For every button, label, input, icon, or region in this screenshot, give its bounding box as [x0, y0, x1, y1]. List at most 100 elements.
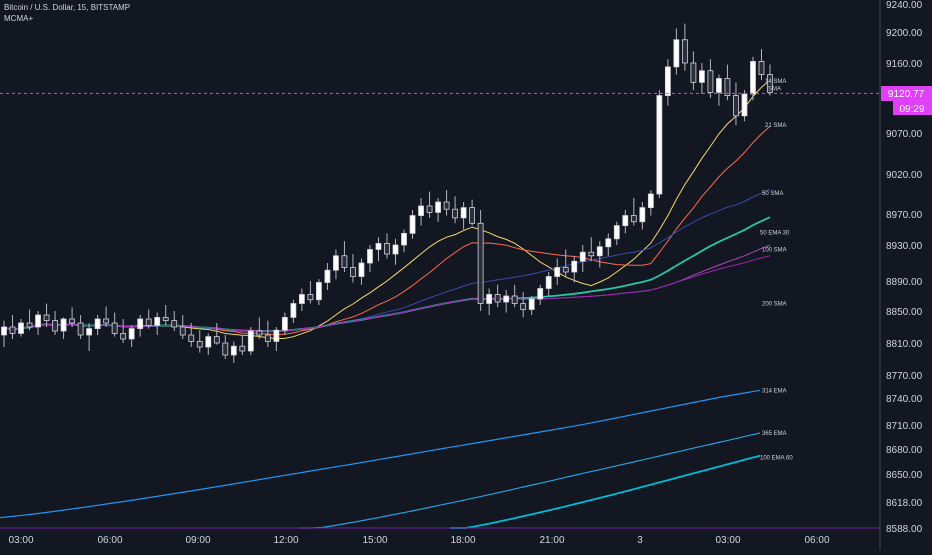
candle-down	[767, 74, 773, 93]
ma-label: 50 EMA 30	[760, 231, 790, 237]
candle-up	[716, 78, 722, 93]
price-tick-label: 8710.00	[886, 421, 923, 432]
candle-up	[298, 294, 305, 304]
candle-down	[494, 294, 501, 303]
candle-up	[596, 246, 603, 257]
time-tick-label: 09:00	[185, 535, 210, 546]
time-tick-label: 18:00	[450, 535, 475, 546]
candle-up	[316, 282, 322, 301]
candle-down	[350, 267, 356, 277]
candle-up	[571, 260, 578, 273]
candle-up	[622, 215, 629, 227]
candle-up	[528, 298, 535, 310]
candle-down	[239, 345, 246, 352]
candle-up	[392, 244, 399, 255]
price-tick-label: 8890.00	[886, 277, 923, 288]
price-tick-label: 8810.00	[886, 339, 923, 350]
candle-up	[375, 243, 382, 250]
ma-label: 365 EMA	[762, 431, 787, 437]
candle-up	[1, 326, 7, 336]
candle-down	[724, 78, 731, 96]
price-tick-label: 8850.00	[886, 307, 923, 318]
candle-down	[52, 320, 58, 332]
candle-down	[452, 208, 458, 219]
ema-365-line	[300, 432, 761, 529]
candle-down	[469, 207, 476, 224]
ma-label: 314 EMA	[762, 388, 787, 394]
time-tick-label: 06:00	[97, 535, 122, 546]
countdown-badge	[893, 101, 932, 115]
ma-label: 50 SMA	[762, 191, 783, 197]
candle-up	[35, 314, 41, 328]
candle-down	[103, 318, 110, 324]
ma-label: 100 SMA	[762, 248, 787, 254]
candle-up	[247, 330, 254, 352]
candle-up	[503, 295, 510, 303]
price-tick-label: 9070.00	[886, 129, 923, 140]
candle-up	[545, 276, 552, 289]
time-tick-label: 21:00	[539, 535, 564, 546]
candle-down	[120, 332, 127, 340]
candle-down	[162, 316, 169, 321]
candle-up	[137, 318, 144, 330]
ema-314-line	[0, 389, 761, 519]
candle-up	[554, 267, 561, 277]
candle-up	[673, 39, 680, 68]
candle-down	[681, 39, 688, 64]
ma-label: 14 SMA	[765, 79, 786, 85]
candle-down	[588, 251, 595, 257]
candle-up	[154, 316, 161, 326]
indicator-title: MCMA+	[4, 14, 34, 23]
candle-down	[690, 62, 697, 83]
price-tick-label: 8930.00	[886, 241, 923, 252]
candle-up	[367, 249, 373, 264]
price-tick-label: 8770.00	[886, 371, 923, 382]
candle-up	[741, 93, 748, 117]
candle-down	[630, 215, 637, 223]
candle-down	[443, 201, 450, 210]
candle-up	[579, 251, 586, 262]
candle-up	[128, 328, 135, 340]
ma-label: 21 SMA	[765, 123, 786, 129]
candle-down	[213, 336, 220, 344]
time-tick-label: 03:00	[8, 535, 33, 546]
price-tick-label: 8588.00	[886, 524, 923, 535]
time-tick-label: 06:00	[804, 535, 829, 546]
candle-down	[256, 330, 263, 336]
price-tick-label: 8650.00	[886, 470, 923, 481]
candle-down	[26, 322, 33, 328]
price-tick-label: 8680.00	[886, 445, 923, 456]
candle-up	[290, 303, 297, 318]
candle-down	[477, 222, 484, 304]
time-axis[interactable]: 03:00 06:00 09:00 12:00 15:00 18:00 21:00 3 03:0…	[8, 535, 829, 546]
ma-label: 100 EMA 60	[760, 455, 793, 461]
candle-up	[435, 201, 441, 213]
price-tick-label: 9160.00	[886, 59, 923, 70]
price-tick-label: 9020.00	[886, 170, 923, 181]
candle-down	[707, 70, 714, 93]
candle-down	[758, 61, 765, 76]
ma-label: SMA	[768, 87, 781, 93]
time-tick-label: 12:00	[273, 535, 298, 546]
price-tick-label: 9240.00	[886, 0, 923, 11]
price-tick-label: 8740.00	[886, 394, 923, 405]
countdown-label: 09:29	[899, 104, 924, 115]
symbol-title: Bitcoin / U.S. Dollar, 15, BITSTAMP	[4, 3, 131, 12]
candle-down	[9, 326, 16, 334]
candle-up	[699, 70, 705, 83]
candle-up	[664, 66, 671, 96]
time-tick-label: 03:00	[715, 535, 740, 546]
candle-down	[171, 320, 178, 328]
ema-100-60-line	[450, 454, 761, 529]
ma-labels-layer: 14 SMA SMA 21 SMA 50 SMA 50 EMA 30 100 SMA 200…	[760, 79, 793, 462]
candle-up	[418, 205, 424, 216]
candle-down	[384, 243, 390, 255]
price-tick-label: 9200.00	[886, 28, 923, 39]
candle-down	[145, 318, 152, 326]
candle-down	[69, 318, 75, 324]
price-tick-label: 8618.00	[886, 498, 923, 509]
candle-up	[460, 207, 467, 219]
